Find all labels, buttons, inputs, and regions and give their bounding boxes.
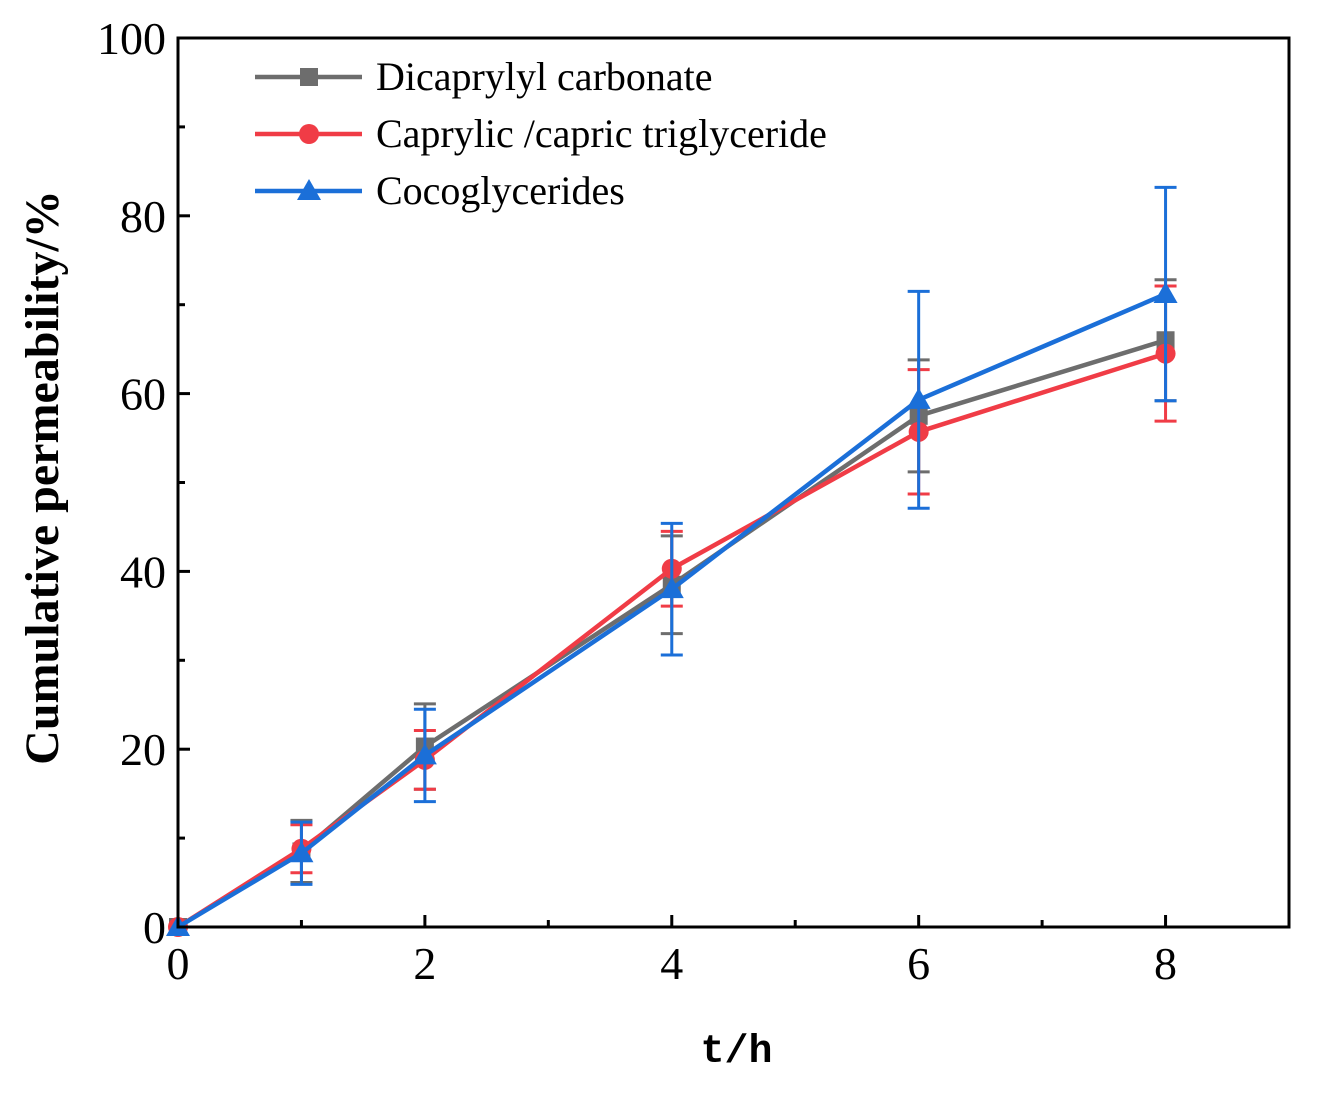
legend-marker: [299, 124, 319, 144]
data-point: [906, 387, 931, 409]
series-3: [166, 185, 1178, 936]
series-line: [176, 291, 1167, 929]
data-point: [412, 743, 437, 765]
plot-area-frame: [176, 36, 1291, 929]
x-tick-label: 2: [413, 938, 436, 989]
x-tick-label: 8: [1154, 938, 1177, 989]
legend: Dicaprylyl carbonate Caprylic /capric tri…: [255, 54, 827, 213]
series-line: [176, 351, 1167, 929]
legend-label: Caprylic /capric triglyceride: [376, 111, 827, 156]
legend-marker: [300, 68, 318, 86]
x-axis-label: t/h: [700, 1030, 772, 1075]
y-tick-label: 80: [120, 191, 166, 242]
legend-item-1: Dicaprylyl carbonate: [255, 54, 713, 99]
y-tick-label: 60: [120, 369, 166, 420]
data-point: [1153, 282, 1178, 304]
data-point: [289, 841, 314, 863]
y-tick-label: 40: [120, 546, 166, 597]
legend-label: Dicaprylyl carbonate: [376, 54, 713, 99]
y-tick-label: 20: [120, 724, 166, 775]
y-tick-label: 100: [97, 13, 166, 64]
legend-label: Cocoglycerides: [376, 168, 625, 213]
y-tick-label: 0: [143, 902, 166, 953]
series-layer: [166, 185, 1178, 937]
x-tick-label: 6: [907, 938, 930, 989]
x-tick-label: 4: [660, 938, 683, 989]
data-point: [659, 577, 684, 599]
legend-marker: [297, 179, 321, 200]
legend-item-3: Cocoglycerides: [255, 168, 625, 213]
x-tick-label: 0: [167, 938, 190, 989]
y-axis-label: Cumulative permeability/%: [16, 190, 69, 765]
legend-item-2: Caprylic /capric triglyceride: [255, 111, 827, 156]
